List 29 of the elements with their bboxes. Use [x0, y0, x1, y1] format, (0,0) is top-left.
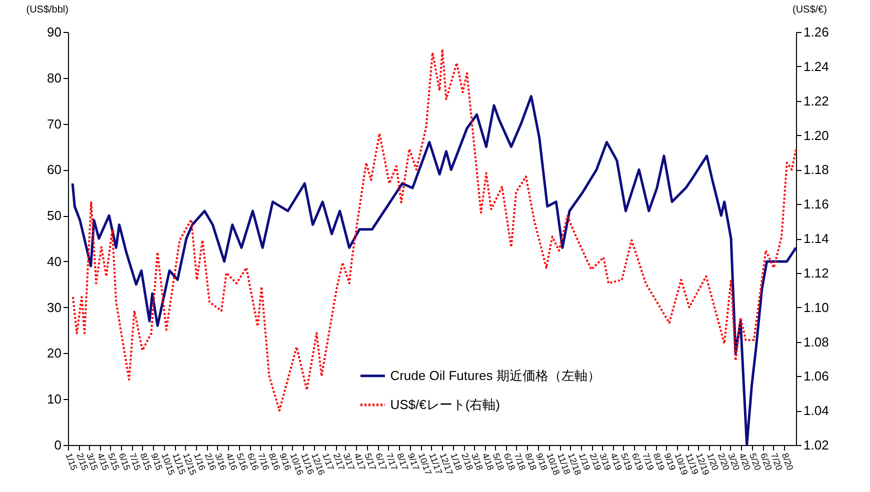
line-series — [71, 94, 798, 446]
y2-tick-label: 1.14 — [804, 231, 829, 246]
y-tick-label: 40 — [47, 254, 62, 269]
y2-axis-title: (US$/€) — [792, 4, 827, 16]
y-tick-label: 50 — [47, 208, 62, 224]
y-tick-label: 60 — [47, 162, 62, 178]
y2-tick-label: 1.20 — [804, 128, 829, 143]
y-tick-label: 0 — [54, 438, 62, 452]
y2-tick-label: 1.12 — [804, 265, 829, 280]
y2-tick-label: 1.22 — [804, 93, 829, 108]
y2-tick-label: 1.26 — [804, 24, 829, 40]
y-tick-label: 30 — [47, 300, 62, 315]
y-axis-title: (US$/bbl) — [26, 4, 68, 16]
legend-label: Crude Oil Futures 期近価格（左軸） — [390, 368, 600, 383]
y2-tick-label: 1.02 — [804, 438, 829, 452]
y2-tick-label: 1.04 — [804, 403, 829, 418]
y-tick-label: 90 — [47, 24, 62, 40]
y-tick-label: 70 — [47, 116, 62, 132]
y-tick-label: 10 — [47, 392, 62, 407]
y2-tick-label: 1.06 — [804, 368, 829, 384]
y-tick-label: 20 — [47, 346, 62, 361]
y2-tick-label: 1.16 — [804, 196, 829, 212]
y2-tick-label: 1.10 — [804, 300, 829, 315]
y-tick-label: 80 — [47, 70, 62, 86]
y2-tick-label: 1.24 — [804, 58, 829, 74]
y2-tick-label: 1.18 — [804, 162, 829, 178]
legend-label: US$/€レート(右軸) — [390, 396, 500, 412]
line-series — [72, 48, 797, 412]
y2-tick-label: 1.08 — [804, 334, 829, 350]
